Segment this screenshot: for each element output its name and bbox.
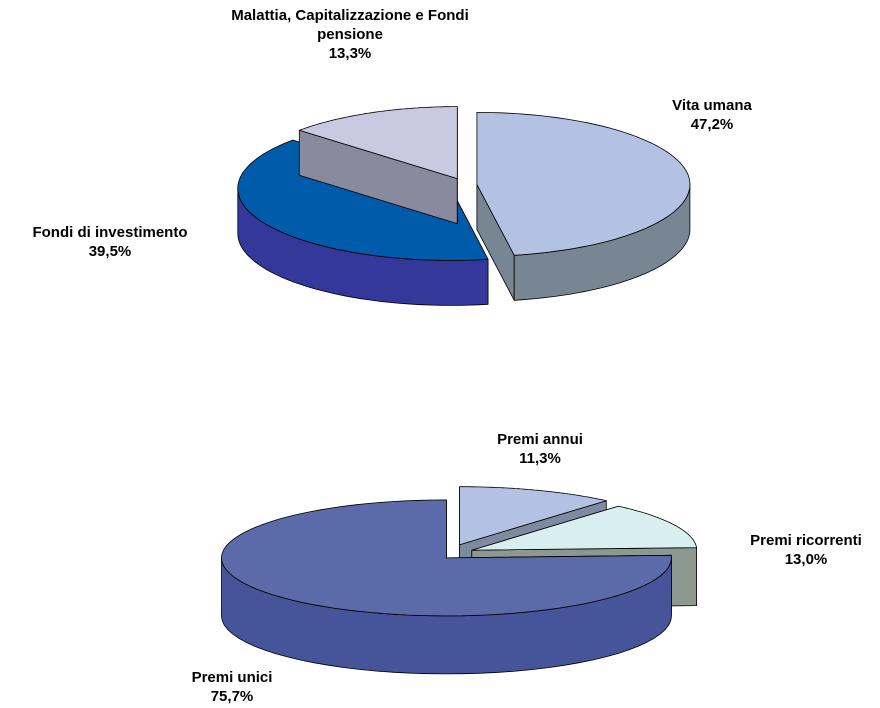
slice-category: Premi ricorrenti [750,532,862,549]
slice-top [471,505,697,551]
slice-value: 13,0% [784,551,828,568]
slice-value: 39,5% [88,243,132,260]
slice-top [298,106,458,179]
slice-label: Fondi di investimento 39,5% [0,223,230,261]
slice-label: Premi annui 11,3% [460,430,620,468]
slice [298,106,458,224]
slice-category: Premi annui [497,431,583,448]
slice-value: 75,7% [210,688,254,705]
slice [476,112,691,301]
slice-value: 13,3% [328,45,372,62]
slice-category: Vita umana [672,97,752,114]
slice-label: Premi unici 75,7% [162,668,302,706]
slice-category: Premi unici [191,669,273,686]
slice-label: Malattia, Capitalizzazione e Fondi pensi… [225,6,475,63]
slice-value: 11,3% [519,450,561,467]
slice-label: Premi ricorrenti 13,0% [716,531,880,569]
slice-category: Malattia, Capitalizzazione e Fondi pensi… [231,7,469,43]
slice-top [476,112,691,256]
slice-top [459,486,607,546]
slice [221,499,672,675]
slice-label: Vita umana 47,2% [632,96,792,134]
slice-top [221,499,672,617]
slice-category: Fondi di investimento [32,224,188,241]
slice-value: 47,2% [690,116,734,133]
